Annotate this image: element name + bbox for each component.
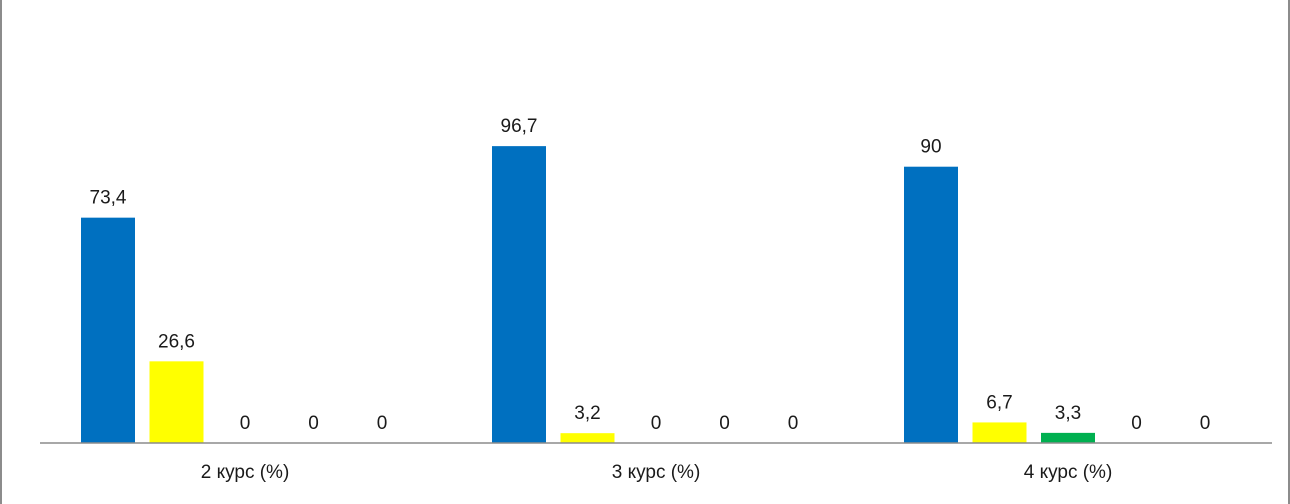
data-label-3-4: 0 xyxy=(1131,413,1142,434)
data-label-3-5: 0 xyxy=(1200,413,1211,434)
bar-1-2 xyxy=(149,361,204,443)
data-label-2-3: 0 xyxy=(651,413,662,434)
x-tick-label-1: 2 курс (%) xyxy=(201,462,290,483)
x-tick-labels-layer: 2 курс (%) 3 курс (%) 4 курс (%) xyxy=(201,462,1113,483)
data-label-3-1: 90 xyxy=(920,137,941,158)
x-tick-label-2: 3 курс (%) xyxy=(612,462,701,483)
data-label-2-4: 0 xyxy=(719,413,730,434)
bar-3-2 xyxy=(972,422,1027,443)
x-tick-label-3: 4 курс (%) xyxy=(1024,462,1113,483)
data-label-1-2: 26,6 xyxy=(158,331,195,352)
bar-3-3 xyxy=(1041,432,1095,443)
bar-2-2 xyxy=(560,433,615,443)
data-label-2-1: 96,7 xyxy=(501,116,538,137)
data-label-1-3: 0 xyxy=(240,413,251,434)
data-label-2-2: 3,2 xyxy=(574,403,600,424)
bar-1-1 xyxy=(81,217,135,443)
bars-layer xyxy=(81,146,1095,444)
bar-2-1 xyxy=(492,146,546,444)
data-label-2-5: 0 xyxy=(788,413,799,434)
data-label-1-1: 73,4 xyxy=(90,188,127,209)
value-labels-layer: 73,4 26,6 0 0 0 96,7 3,2 0 0 0 90 6,7 3,3 0 0 xyxy=(90,116,1211,434)
data-label-3-2: 6,7 xyxy=(986,392,1012,413)
data-label-3-3: 3,3 xyxy=(1055,403,1081,424)
data-label-1-5: 0 xyxy=(377,413,388,434)
bar-3-1 xyxy=(904,166,958,443)
data-label-1-4: 0 xyxy=(308,413,319,434)
